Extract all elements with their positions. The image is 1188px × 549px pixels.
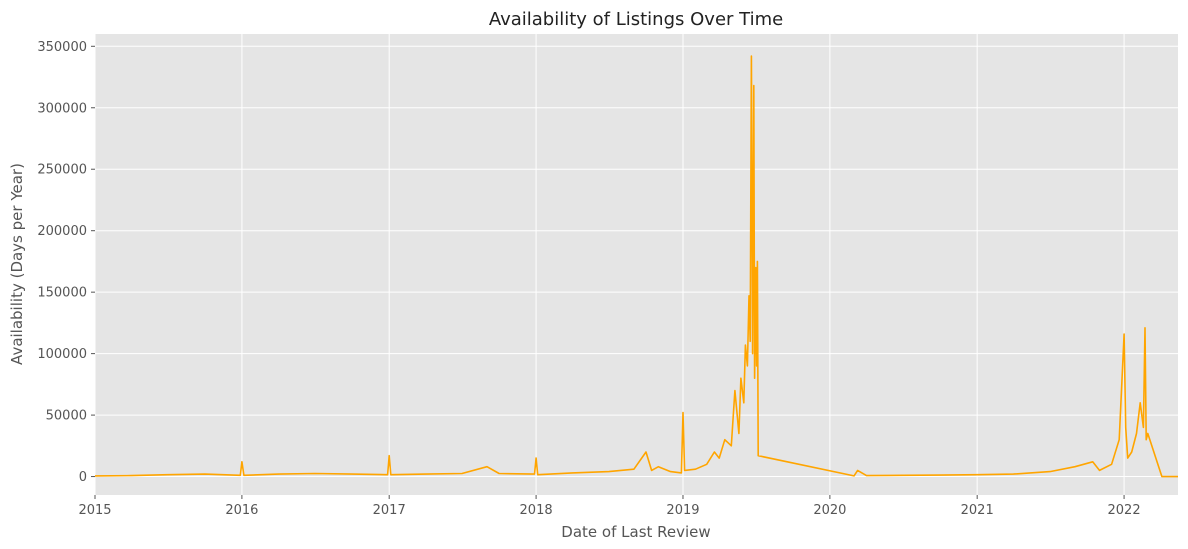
y-axis-title: Availability (Days per Year)	[8, 163, 26, 365]
x-tick-label: 2019	[666, 503, 699, 518]
series-line-0	[94, 55, 1178, 478]
y-tick-label: 350000	[37, 40, 87, 55]
y-tick-label: 150000	[37, 286, 87, 301]
y-tick-label: 50000	[46, 409, 87, 424]
plot-area	[95, 34, 1178, 495]
x-tick-label: 2017	[373, 503, 406, 518]
y-tick-label: 0	[79, 470, 87, 485]
x-axis: 2015 2016 2017 2018 2019 2020 2021 2022	[78, 495, 1141, 518]
x-axis-title: Date of Last Review	[561, 523, 710, 541]
y-tick-label: 300000	[37, 101, 87, 116]
x-tick-label: 2022	[1108, 503, 1141, 518]
x-tick-label: 2016	[225, 503, 258, 518]
chart-title: Availability of Listings Over Time	[489, 9, 783, 30]
x-tick-label: 2018	[520, 503, 553, 518]
y-tick-label: 100000	[37, 347, 87, 362]
y-axis: 0 50000 100000 150000 200000 250000 300000 3500…	[37, 40, 95, 485]
y-tick-label: 250000	[37, 163, 87, 178]
grid	[94, 34, 1178, 495]
x-tick-label: 2021	[961, 503, 994, 518]
x-tick-label: 2020	[813, 503, 846, 518]
series-layer	[94, 55, 1178, 478]
y-tick-label: 200000	[37, 224, 87, 239]
x-tick-label: 2015	[78, 503, 111, 518]
